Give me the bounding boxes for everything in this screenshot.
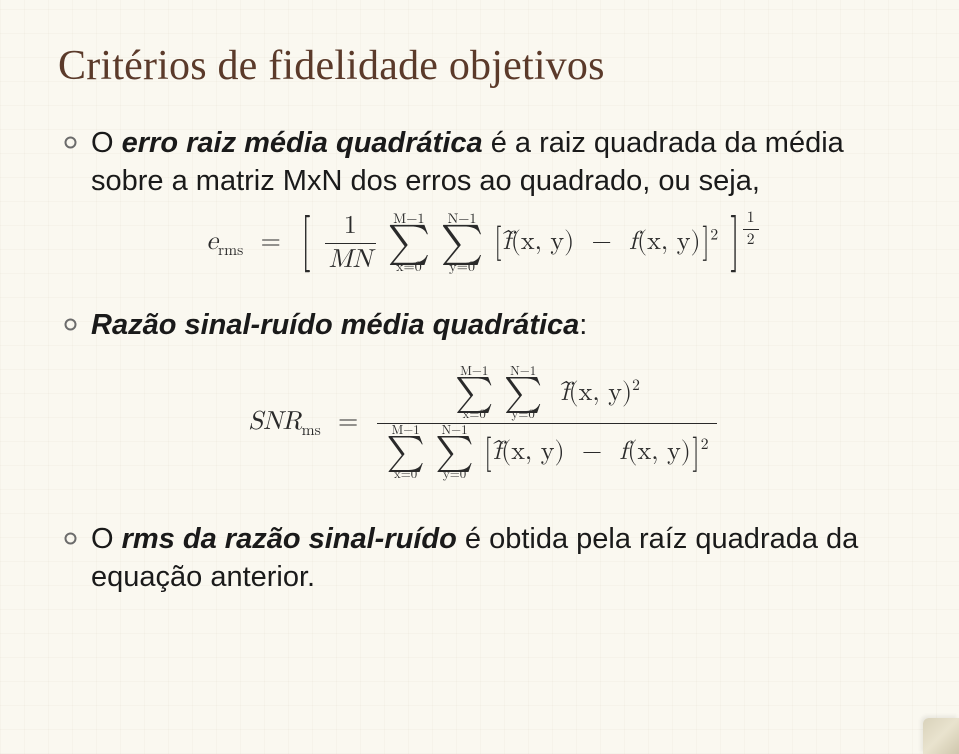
snr-lhs-sub: ms	[302, 424, 321, 440]
fhat: f̂	[561, 380, 569, 406]
sigma-icon: ∑	[441, 226, 484, 260]
formula-snrms: SNRms = M−1 ∑ x=0 N−1 ∑ y=0	[64, 366, 903, 482]
math-expression: SNRms = M−1 ∑ x=0 N−1 ∑ y=0	[248, 409, 718, 435]
erms-lhs-sym: e	[207, 229, 219, 255]
math-expression: erms = [ 1 MN M−1 ∑ x=0 N−1 ∑ y=0 [f̂(x,	[207, 229, 761, 255]
page-curl-icon	[923, 718, 959, 754]
minus-sign: −	[582, 439, 602, 465]
bullet-emphasis: rms da razão sinal-ruído	[122, 523, 457, 555]
formula-erms: erms = [ 1 MN M−1 ∑ x=0 N−1 ∑ y=0 [f̂(x,	[64, 211, 903, 276]
bullet-text: O rms da razão sinal-ruído é obtida pela…	[91, 520, 903, 597]
bullet-ring-icon	[64, 318, 77, 331]
fraction-den: MN	[325, 243, 376, 276]
f-args: (x, y)	[637, 229, 701, 255]
f-args: (x, y)	[627, 439, 691, 465]
exp-num: 1	[743, 209, 759, 229]
sum-operator: N−1 ∑ y=0	[441, 212, 484, 275]
bullet-suffix: :	[579, 309, 587, 341]
exp-den: 2	[743, 229, 759, 250]
fraction: M−1 ∑ x=0 N−1 ∑ y=0 f̂(x, y)2	[377, 366, 716, 482]
f-fn: f	[629, 229, 637, 255]
power: 2	[701, 438, 709, 454]
power: 2	[632, 378, 640, 394]
slide-body: O erro raiz média quadrática é a raiz qu…	[64, 124, 903, 596]
bullet-prefix: O	[91, 127, 122, 159]
bullet-emphasis: erro raiz média quadrática	[122, 127, 483, 159]
fraction: 1 MN	[325, 211, 376, 276]
power: 2	[710, 227, 718, 243]
bullet-item: O rms da razão sinal-ruído é obtida pela…	[64, 520, 903, 597]
fhat-args: (x, y)	[501, 439, 565, 465]
sigma-icon: ∑	[386, 438, 424, 469]
slide-title: Critérios de fidelidade objetivos	[58, 42, 903, 90]
erms-lhs-sub: rms	[218, 243, 243, 259]
snr-lhs-sym: SNR	[248, 409, 301, 435]
sigma-icon: ∑	[504, 379, 542, 410]
bullet-ring-icon	[64, 136, 77, 149]
equals-sign: =	[261, 229, 281, 255]
bullet-prefix: O	[91, 523, 122, 555]
sigma-icon: ∑	[435, 438, 473, 469]
sum-operator: M−1 ∑ x=0	[388, 212, 431, 275]
bullet-item: Razão sinal-ruído média quadrática:	[64, 306, 903, 344]
fhat: f̂	[503, 229, 511, 255]
bullet-text: Razão sinal-ruído média quadrática:	[91, 306, 587, 344]
bullet-text: O erro raiz média quadrática é a raiz qu…	[91, 124, 903, 201]
fhat-args: (x, y)	[569, 380, 633, 406]
fhat-args: (x, y)	[511, 229, 575, 255]
fhat: f̂	[493, 439, 501, 465]
minus-sign: −	[592, 229, 612, 255]
bullet-ring-icon	[64, 532, 77, 545]
equals-sign: =	[338, 409, 358, 435]
outer-exponent: 1 2	[741, 209, 761, 250]
bullet-emphasis: Razão sinal-ruído média quadrática	[91, 309, 579, 341]
bullet-item: O erro raiz média quadrática é a raiz qu…	[64, 124, 903, 201]
fraction-num: M−1 ∑ x=0 N−1 ∑ y=0 f̂(x, y)2	[377, 366, 716, 424]
fraction-den: M−1 ∑ x=0 N−1 ∑ y=0 [f̂(x, y) − f(x, y)]…	[377, 423, 716, 482]
fraction-num: 1	[325, 211, 376, 243]
slide: Critérios de fidelidade objetivos O erro…	[0, 0, 959, 754]
sigma-icon: ∑	[388, 226, 431, 260]
sigma-icon: ∑	[455, 379, 493, 410]
